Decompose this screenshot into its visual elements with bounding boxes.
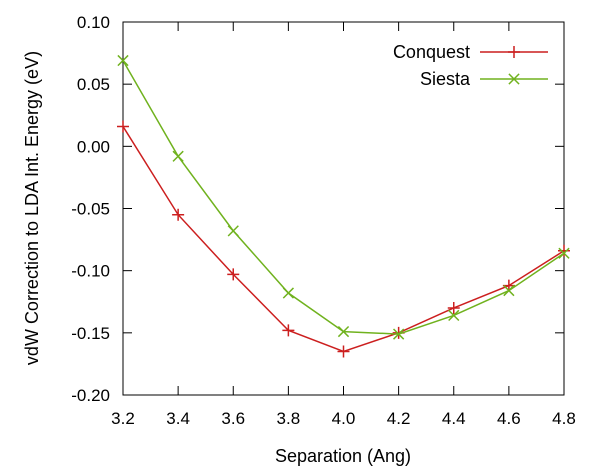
data-point-siesta [448, 309, 460, 322]
x-tick-label: 3.6 [221, 409, 245, 428]
y-tick-labels: 0.10 0.05 0.00 -0.05 -0.10 -0.15 -0.20 [71, 13, 110, 405]
x-tick-label: 3.8 [277, 409, 301, 428]
legend-label-conquest: Conquest [393, 42, 470, 62]
x-tick-label: 4.0 [332, 409, 356, 428]
data-point-siesta [337, 325, 350, 338]
data-point-conquest [447, 301, 460, 314]
data-point-siesta [117, 54, 129, 67]
y-tick-label: -0.05 [71, 200, 110, 219]
series-line-siesta [122, 60, 565, 335]
y-tick-label: 0.05 [77, 75, 110, 94]
plot-frame [122, 21, 565, 396]
series-siesta [117, 54, 570, 340]
data-point-conquest [558, 244, 570, 257]
data-point-siesta [282, 287, 295, 299]
data-point-conquest [282, 324, 295, 337]
data-point-siesta [503, 284, 515, 297]
x-tick-label: 3.4 [166, 409, 190, 428]
data-point-conquest [117, 120, 129, 133]
legend-marker-siesta [508, 73, 520, 85]
y-tick-label: -0.15 [71, 324, 110, 343]
legend-label-siesta: Siesta [420, 69, 471, 89]
data-point-conquest [227, 268, 240, 281]
legend: Conquest Siesta [393, 42, 548, 89]
series-conquest [117, 120, 570, 358]
series-layer [117, 54, 570, 358]
data-point-siesta [172, 150, 184, 162]
x-tick-label: 4.4 [442, 409, 466, 428]
data-point-siesta [558, 247, 570, 259]
x-tick-label: 4.2 [387, 409, 411, 428]
data-point-siesta [392, 328, 405, 340]
legend-marker-conquest [508, 46, 520, 58]
x-tick-label: 4.6 [497, 409, 521, 428]
y-tick-label: -0.10 [71, 262, 110, 281]
x-tick-label: 3.2 [111, 409, 135, 428]
data-point-conquest [172, 208, 185, 221]
y-tick-label: -0.20 [71, 386, 110, 405]
data-point-siesta [227, 225, 239, 237]
data-point-conquest [337, 345, 350, 358]
x-tick-label: 4.8 [552, 409, 576, 428]
y-axis-title: vdW Correction to LDA Int. Energy (eV) [22, 51, 42, 365]
axis-ticks [122, 21, 565, 396]
y-tick-label: 0.00 [77, 137, 110, 156]
series-line-conquest [122, 126, 565, 353]
x-tick-labels: 3.2 3.4 3.6 3.8 4.0 4.2 4.4 4.6 4.8 [111, 409, 576, 428]
y-tick-label: 0.10 [77, 13, 110, 32]
x-axis-title: Separation (Ang) [275, 446, 411, 466]
